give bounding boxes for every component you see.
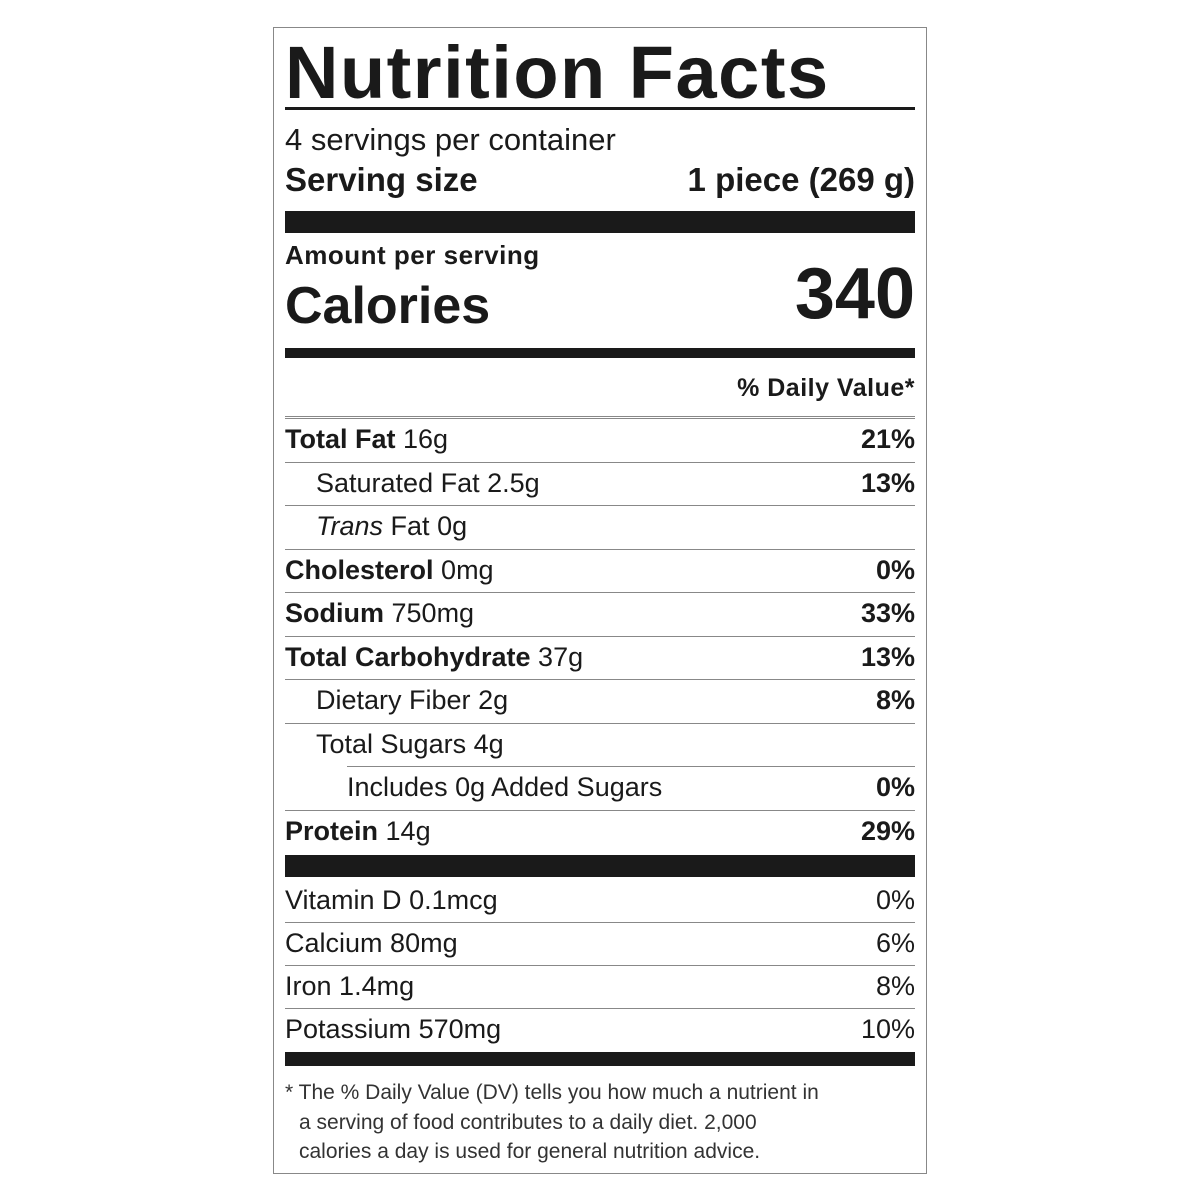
serving-size-label: Serving size: [285, 161, 478, 198]
nutrient-name: Saturated Fat 2.5g: [316, 467, 540, 498]
nutrient-name: Trans Fat 0g: [316, 513, 467, 540]
vitamin-amount: 0.1mcg: [409, 885, 498, 915]
label-box: [273, 27, 927, 1174]
daily-value: 8%: [875, 685, 915, 715]
rule: [285, 809, 915, 811]
daily-value-header: % Daily Value*: [737, 374, 915, 402]
nutrient-name: Fat: [390, 511, 430, 541]
vitamin-amount: 570mg: [418, 1014, 502, 1044]
nutrient-name: Includes 0g Added Sugars: [347, 774, 662, 801]
vitamin-amount: 1.4mg: [339, 971, 415, 1001]
nutrient-amount: 0g: [437, 511, 468, 541]
nutrient-name: Total Sugars 4g: [316, 728, 504, 759]
rule: [285, 461, 915, 463]
rule: [285, 635, 915, 637]
rule: [285, 348, 915, 358]
nutrient-amount: 14g: [385, 815, 431, 846]
nutrient-name-italic: Trans: [316, 511, 384, 541]
servings: 4 servings per container: [285, 122, 616, 157]
nutrient-name: Total Fat 16g: [285, 426, 448, 453]
nutrient-amount: 4g: [473, 728, 504, 759]
nutrient-name: Dietary Fiber: [316, 685, 471, 715]
nutrient-amount: 0mg: [441, 554, 494, 585]
daily-value: 29%: [860, 815, 915, 846]
footnote-line: calories a day is used for general nutri…: [299, 1140, 761, 1163]
daily-value: 13%: [860, 641, 915, 672]
vitamin-name: Vitamin D 0.1mcg: [285, 887, 498, 914]
rule: [285, 965, 915, 966]
nutrient-name: Dietary Fiber 2g: [316, 687, 508, 714]
nutrient-amount: 2.5g: [487, 467, 540, 498]
vitamin-daily-value: 8%: [875, 971, 915, 1001]
vitamin-daily-value: 10%: [860, 1014, 915, 1044]
nutrient-name: Total Carbohydrate 37g: [285, 641, 584, 672]
nutrient-amount: 16g: [403, 424, 449, 454]
vitamin-amount: 80mg: [390, 928, 458, 958]
daily-value: 0%: [875, 554, 915, 585]
rule: [285, 1052, 915, 1066]
rule: [285, 1008, 915, 1009]
vitamin-name: Calcium 80mg: [285, 930, 458, 957]
daily-value: 13%: [860, 467, 915, 498]
vitamin-name: Vitamin D: [285, 885, 402, 915]
serving-size-value: 1 piece (269 g): [687, 161, 915, 198]
nutrient-name: Includes 0g Added Sugars: [347, 772, 663, 802]
rule: [285, 416, 915, 417]
daily-value: 33%: [860, 598, 915, 628]
nutrient-name: Sodium: [285, 598, 384, 628]
nutrient-name: Cholesterol: [285, 554, 434, 585]
rule: [285, 592, 915, 593]
nutrient-name: Total Sugars: [316, 728, 467, 759]
daily-value: 21%: [860, 424, 915, 454]
nutrient-name: Sodium 750mg: [285, 600, 474, 627]
calories-value: 340: [794, 254, 915, 334]
nutrient-amount: 2g: [478, 685, 509, 715]
vitamin-name: Iron: [285, 971, 332, 1001]
nutrient-name: Cholesterol 0mg: [285, 554, 494, 585]
vitamin-name: Calcium: [285, 928, 383, 958]
calories-label: Calories: [285, 277, 491, 335]
nutrient-amount: 37g: [538, 641, 584, 672]
footnote-line: * The % Daily Value (DV) tells you how m…: [285, 1081, 819, 1104]
rule: [347, 766, 915, 767]
rule: [285, 418, 915, 419]
vitamin-daily-value: 0%: [875, 885, 915, 915]
title: Nutrition Facts: [285, 31, 830, 114]
daily-value: 0%: [875, 772, 915, 802]
vitamin-name: Iron 1.4mg: [285, 973, 414, 1000]
nutrient-name: Total Carbohydrate: [285, 641, 531, 672]
rule: [285, 211, 915, 233]
nutrient-name: Saturated Fat: [316, 467, 480, 498]
rule: [285, 679, 915, 680]
rule: [285, 722, 915, 724]
amount-per-serving: Amount per serving: [285, 240, 540, 270]
rule: [285, 922, 915, 923]
nutrient-name: Protein 14g: [285, 815, 431, 846]
rule: [285, 107, 915, 110]
footnote-line: a serving of food contributes to a daily…: [299, 1110, 757, 1134]
nutrient-amount: 750mg: [391, 598, 475, 628]
vitamin-daily-value: 6%: [875, 928, 915, 958]
vitamin-name: Potassium: [285, 1014, 412, 1044]
vitamin-name: Potassium 570mg: [285, 1016, 501, 1043]
rule: [285, 548, 915, 550]
rule: [285, 855, 915, 877]
nutrient-name: Total Fat: [285, 424, 396, 454]
rule: [285, 505, 915, 506]
nutrient-name: Protein: [285, 815, 379, 846]
